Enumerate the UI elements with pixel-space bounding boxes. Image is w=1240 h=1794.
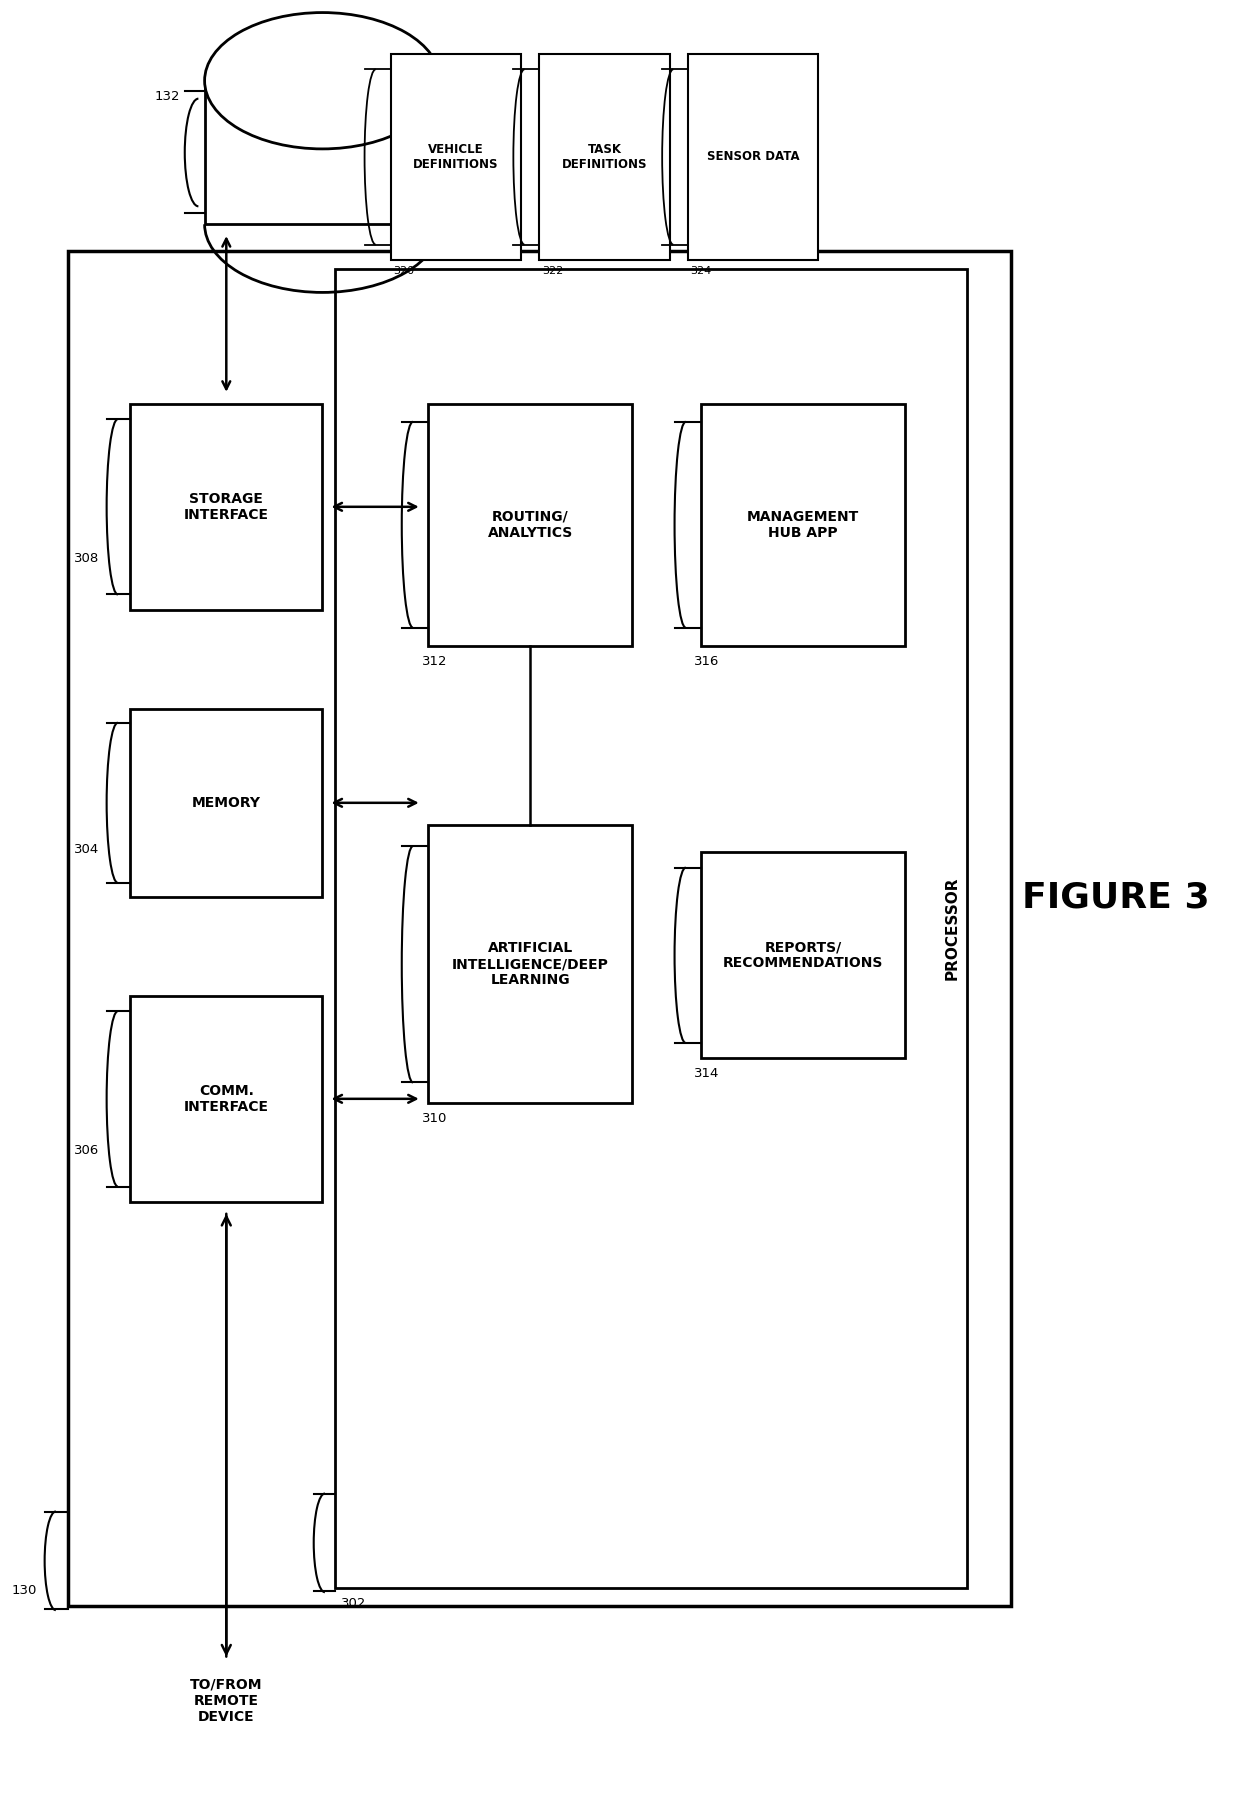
Text: TASK
DEFINITIONS: TASK DEFINITIONS bbox=[562, 144, 647, 170]
Bar bbox=[130, 996, 322, 1202]
Text: 304: 304 bbox=[74, 843, 99, 856]
Ellipse shape bbox=[205, 13, 440, 149]
Text: 310: 310 bbox=[422, 1112, 446, 1125]
Bar bbox=[428, 404, 632, 646]
Text: 324: 324 bbox=[691, 266, 712, 276]
Text: ARTIFICIAL
INTELLIGENCE/DEEP
LEARNING: ARTIFICIAL INTELLIGENCE/DEEP LEARNING bbox=[451, 942, 609, 987]
Text: 306: 306 bbox=[74, 1145, 99, 1157]
Text: VEHICLE
DEFINITIONS: VEHICLE DEFINITIONS bbox=[413, 144, 498, 170]
Text: 308: 308 bbox=[74, 553, 99, 565]
Text: SENSOR DATA: SENSOR DATA bbox=[707, 151, 800, 163]
Bar bbox=[130, 709, 322, 897]
Text: DATABASE: DATABASE bbox=[445, 63, 460, 152]
Bar bbox=[391, 54, 521, 260]
Text: MANAGEMENT
HUB APP: MANAGEMENT HUB APP bbox=[746, 509, 859, 540]
Text: COMM.
INTERFACE: COMM. INTERFACE bbox=[184, 1084, 269, 1114]
Text: PROCESSOR: PROCESSOR bbox=[945, 877, 960, 980]
Text: 312: 312 bbox=[422, 655, 448, 667]
Text: 322: 322 bbox=[542, 266, 563, 276]
Text: FIGURE 3: FIGURE 3 bbox=[1022, 881, 1210, 913]
Text: 302: 302 bbox=[341, 1597, 366, 1609]
Bar bbox=[428, 825, 632, 1103]
Bar bbox=[335, 269, 967, 1588]
Text: TO/FROM
REMOTE
DEVICE: TO/FROM REMOTE DEVICE bbox=[190, 1677, 263, 1724]
Bar bbox=[205, 81, 440, 224]
Text: MEMORY: MEMORY bbox=[192, 797, 260, 809]
Text: 132: 132 bbox=[154, 90, 180, 102]
Text: STORAGE
INTERFACE: STORAGE INTERFACE bbox=[184, 492, 269, 522]
Bar bbox=[701, 404, 905, 646]
Text: 130: 130 bbox=[12, 1584, 37, 1597]
Bar bbox=[688, 54, 818, 260]
Text: REPORTS/
RECOMMENDATIONS: REPORTS/ RECOMMENDATIONS bbox=[723, 940, 883, 971]
Bar bbox=[68, 251, 1011, 1606]
Text: 316: 316 bbox=[694, 655, 719, 667]
Text: 314: 314 bbox=[694, 1067, 719, 1080]
Bar bbox=[130, 404, 322, 610]
Text: ROUTING/
ANALYTICS: ROUTING/ ANALYTICS bbox=[487, 509, 573, 540]
Bar bbox=[701, 852, 905, 1058]
Bar bbox=[539, 54, 670, 260]
Text: 320: 320 bbox=[393, 266, 414, 276]
